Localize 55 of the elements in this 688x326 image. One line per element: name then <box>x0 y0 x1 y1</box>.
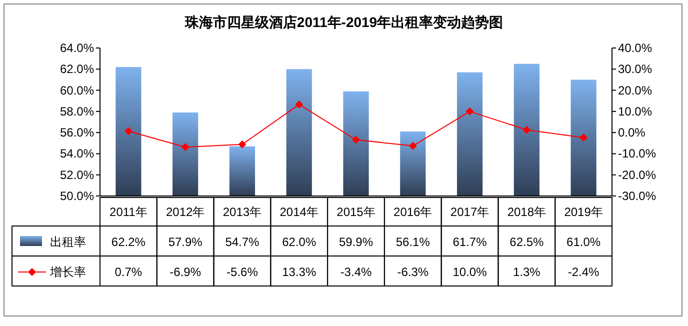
data-label: 62.2% <box>111 235 146 249</box>
y-tick-label: 52.0% <box>60 168 94 182</box>
x-tick-label: 2015年 <box>336 205 376 219</box>
y2-tick-label: -20.0% <box>618 168 656 182</box>
point <box>124 127 132 136</box>
chart-title: 珠海市四星级酒店2011年-2019年出租率变动趋势图 <box>184 14 504 30</box>
data-label: 56.1% <box>396 235 430 249</box>
data-label: -2.4% <box>568 265 600 279</box>
data-label: 62.5% <box>510 235 544 249</box>
y-tick-label: 54.0% <box>60 146 94 161</box>
data-label: 59.9% <box>338 235 374 249</box>
y2-tick-label: -10.0% <box>618 146 656 161</box>
data-label: 57.9% <box>168 235 203 249</box>
data-label: 61.0% <box>566 235 601 249</box>
data-label: 0.7% <box>114 265 142 279</box>
y2-tick-label: 30.0% <box>618 62 652 76</box>
x-tick-label: 2016年 <box>394 205 432 219</box>
data-label: 62.0% <box>282 235 316 249</box>
y-tick-label: 64.0% <box>60 41 94 55</box>
y-tick-label: 56.0% <box>60 126 94 140</box>
data-label: 1.3% <box>512 265 541 279</box>
point <box>238 140 246 148</box>
y-tick-label: 58.0% <box>60 104 94 118</box>
data-label: -6.9% <box>170 265 202 279</box>
x-tick-label: 2011年 <box>110 205 148 219</box>
data-label: -6.3% <box>397 265 429 279</box>
x-tick-label: 2019年 <box>564 205 603 219</box>
legend-label: 出租率 <box>50 235 86 249</box>
data-label: 54.7% <box>225 235 260 249</box>
y2-tick-label: -30.0% <box>618 189 656 203</box>
y2-tick-label: 0.0% <box>618 126 646 140</box>
legend-label: 增长率 <box>49 265 86 279</box>
x-tick-label: 2013年 <box>222 205 262 219</box>
y-tick-label: 62.0% <box>60 62 94 76</box>
data-label: 10.0% <box>452 265 488 279</box>
x-tick-label: 2012年 <box>166 205 205 219</box>
data-label: -5.6% <box>226 265 258 279</box>
y2-tick-label: 20.0% <box>618 83 652 98</box>
point <box>466 107 474 116</box>
y2-tick-label: 10.0% <box>618 104 652 118</box>
data-label: 13.3% <box>282 265 316 279</box>
point <box>352 136 360 144</box>
y-tick-label: 60.0% <box>60 83 94 98</box>
x-tick-label: 2017年 <box>450 205 490 219</box>
point <box>580 134 588 142</box>
point <box>295 100 304 108</box>
y-tick-label: 50.0% <box>60 189 94 203</box>
data-label: 61.7% <box>452 235 488 249</box>
point <box>181 143 190 152</box>
x-tick-label: 2014年 <box>280 205 318 219</box>
x-tick-label: 2018年 <box>507 205 546 219</box>
point <box>522 126 531 134</box>
data-label: -3.4% <box>340 265 372 279</box>
y2-tick-label: 40.0% <box>618 41 652 55</box>
point <box>408 142 417 150</box>
